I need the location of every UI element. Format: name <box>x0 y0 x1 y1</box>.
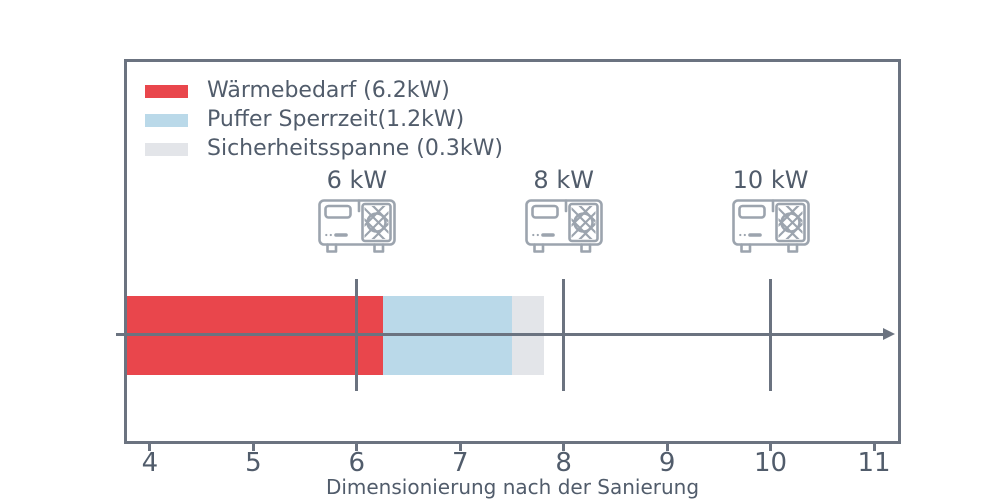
marker-label-10kw: 10 kW <box>732 166 809 194</box>
heat-pump-icon <box>524 199 603 253</box>
heat-pump-6kw <box>318 199 396 259</box>
x-tick-label-9: 9 <box>658 448 676 478</box>
heat-pump-8kw <box>524 199 603 259</box>
arrow-right-icon <box>883 328 895 340</box>
legend-label-0: Wärmebedarf (6.2kW) <box>207 78 450 103</box>
legend-item-2: Sicherheitsspanne (0.3kW) <box>145 138 503 160</box>
x-tick-labels: 4 5 6 7 8 9 10 11 <box>127 449 898 477</box>
legend: Wärmebedarf (6.2kW) Puffer Sperrzeit(1.2k… <box>145 80 503 160</box>
x-tick-label-6: 6 <box>348 448 366 478</box>
x-axis-arrow-line <box>116 333 883 336</box>
x-tick-mark-10 <box>769 444 773 451</box>
x-tick-label-11: 11 <box>857 448 891 478</box>
x-tick-mark-6 <box>355 444 359 451</box>
marker-label-6kw: 6 kW <box>326 166 388 194</box>
x-tick-label-7: 7 <box>451 448 469 478</box>
plot-area: 6 kW 8 kW 10 kW Wärmebedarf (6.2kW) Puffer … <box>116 59 901 444</box>
x-tick-label-8: 8 <box>555 448 572 478</box>
legend-swatch-0 <box>145 84 188 98</box>
marker-line-10kw <box>769 279 773 391</box>
marker-label-8kw: 8 kW <box>533 166 594 194</box>
legend-item-1: Puffer Sperrzeit(1.2kW) <box>145 109 503 131</box>
x-tick-mark-9 <box>665 444 669 451</box>
legend-swatch-1 <box>145 113 188 127</box>
heat-pump-10kw <box>731 199 810 259</box>
x-axis-label: Dimensionierung nach der Sanierung <box>325 475 700 499</box>
x-tick-label-4: 4 <box>141 448 159 478</box>
x-tick-label-10: 10 <box>754 448 788 478</box>
x-tick-marks <box>127 444 898 451</box>
heat-pump-icon <box>318 199 396 253</box>
legend-swatch-2 <box>145 142 188 156</box>
plot-inner: 6 kW 8 kW 10 kW Wärmebedarf (6.2kW) Puffer … <box>116 62 898 441</box>
x-tick-mark-11 <box>872 444 876 451</box>
legend-label-1: Puffer Sperrzeit(1.2kW) <box>207 107 465 132</box>
x-tick-mark-4 <box>148 444 152 451</box>
x-tick-mark-7 <box>458 444 462 451</box>
legend-item-0: Wärmebedarf (6.2kW) <box>145 80 503 102</box>
marker-line-8kw <box>562 279 566 391</box>
legend-label-2: Sicherheitsspanne (0.3kW) <box>207 136 503 161</box>
heat-pump-icon <box>731 199 810 253</box>
x-tick-label-5: 5 <box>245 448 262 478</box>
x-tick-mark-5 <box>251 444 255 451</box>
x-tick-mark-8 <box>562 444 566 451</box>
marker-line-6kw <box>355 279 359 391</box>
